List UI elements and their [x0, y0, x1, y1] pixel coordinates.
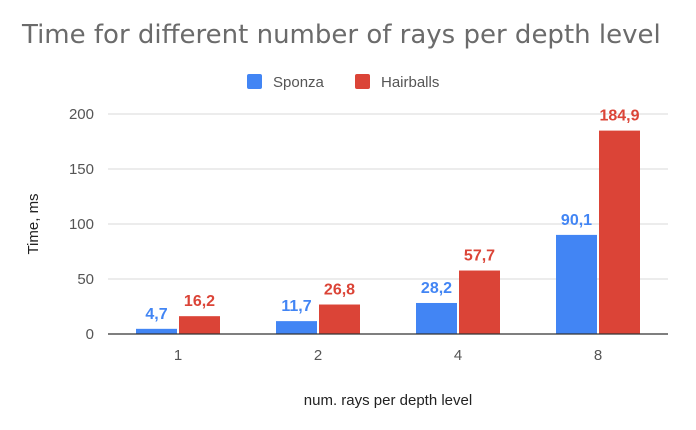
x-tick-label: 2: [314, 347, 322, 364]
axes: 0 50 100 150 200 1 2 4 8 num. rays per depth leve…: [25, 106, 668, 409]
bar-sponza-8: [556, 234, 597, 334]
x-tick-label: 4: [454, 347, 462, 364]
data-labels: 4,7 16,2 11,7 26,8 28,2 57,7 90,1 184,9: [145, 108, 639, 323]
bar-sponza-2: [276, 321, 317, 334]
bars: [136, 130, 640, 334]
data-label: 11,7: [281, 298, 311, 315]
bar-hairballs-8: [599, 130, 640, 334]
chart-title: Time for different number of rays per de…: [22, 20, 661, 50]
bar-hairballs-4: [459, 270, 500, 334]
x-tick-label: 1: [174, 347, 182, 364]
data-label: 184,9: [599, 108, 639, 125]
legend: Sponza Hairballs: [247, 74, 439, 91]
data-label: 90,1: [561, 212, 592, 229]
legend-label-hairballs: Hairballs: [381, 74, 439, 91]
bar-hairballs-2: [319, 304, 360, 334]
y-tick-label: 150: [69, 161, 94, 178]
legend-swatch-sponza: [247, 74, 262, 89]
legend-label-sponza: Sponza: [273, 74, 325, 91]
data-label: 16,2: [184, 293, 215, 310]
bar-sponza-1: [136, 328, 177, 334]
y-tick-label: 0: [86, 326, 94, 343]
data-label: 57,7: [464, 248, 495, 265]
y-tick-label: 100: [69, 216, 94, 233]
data-label: 28,2: [421, 280, 452, 297]
x-tick-label: 8: [594, 347, 602, 364]
bar-sponza-4: [416, 302, 457, 334]
data-label: 4,7: [145, 306, 167, 323]
bar-hairballs-1: [179, 316, 220, 334]
legend-swatch-hairballs: [355, 74, 370, 89]
y-tick-label: 200: [69, 106, 94, 123]
x-axis-title: num. rays per depth level: [304, 392, 472, 409]
y-tick-label: 50: [77, 271, 94, 288]
y-axis-title: Time, ms: [25, 193, 42, 254]
data-label: 26,8: [324, 282, 355, 299]
